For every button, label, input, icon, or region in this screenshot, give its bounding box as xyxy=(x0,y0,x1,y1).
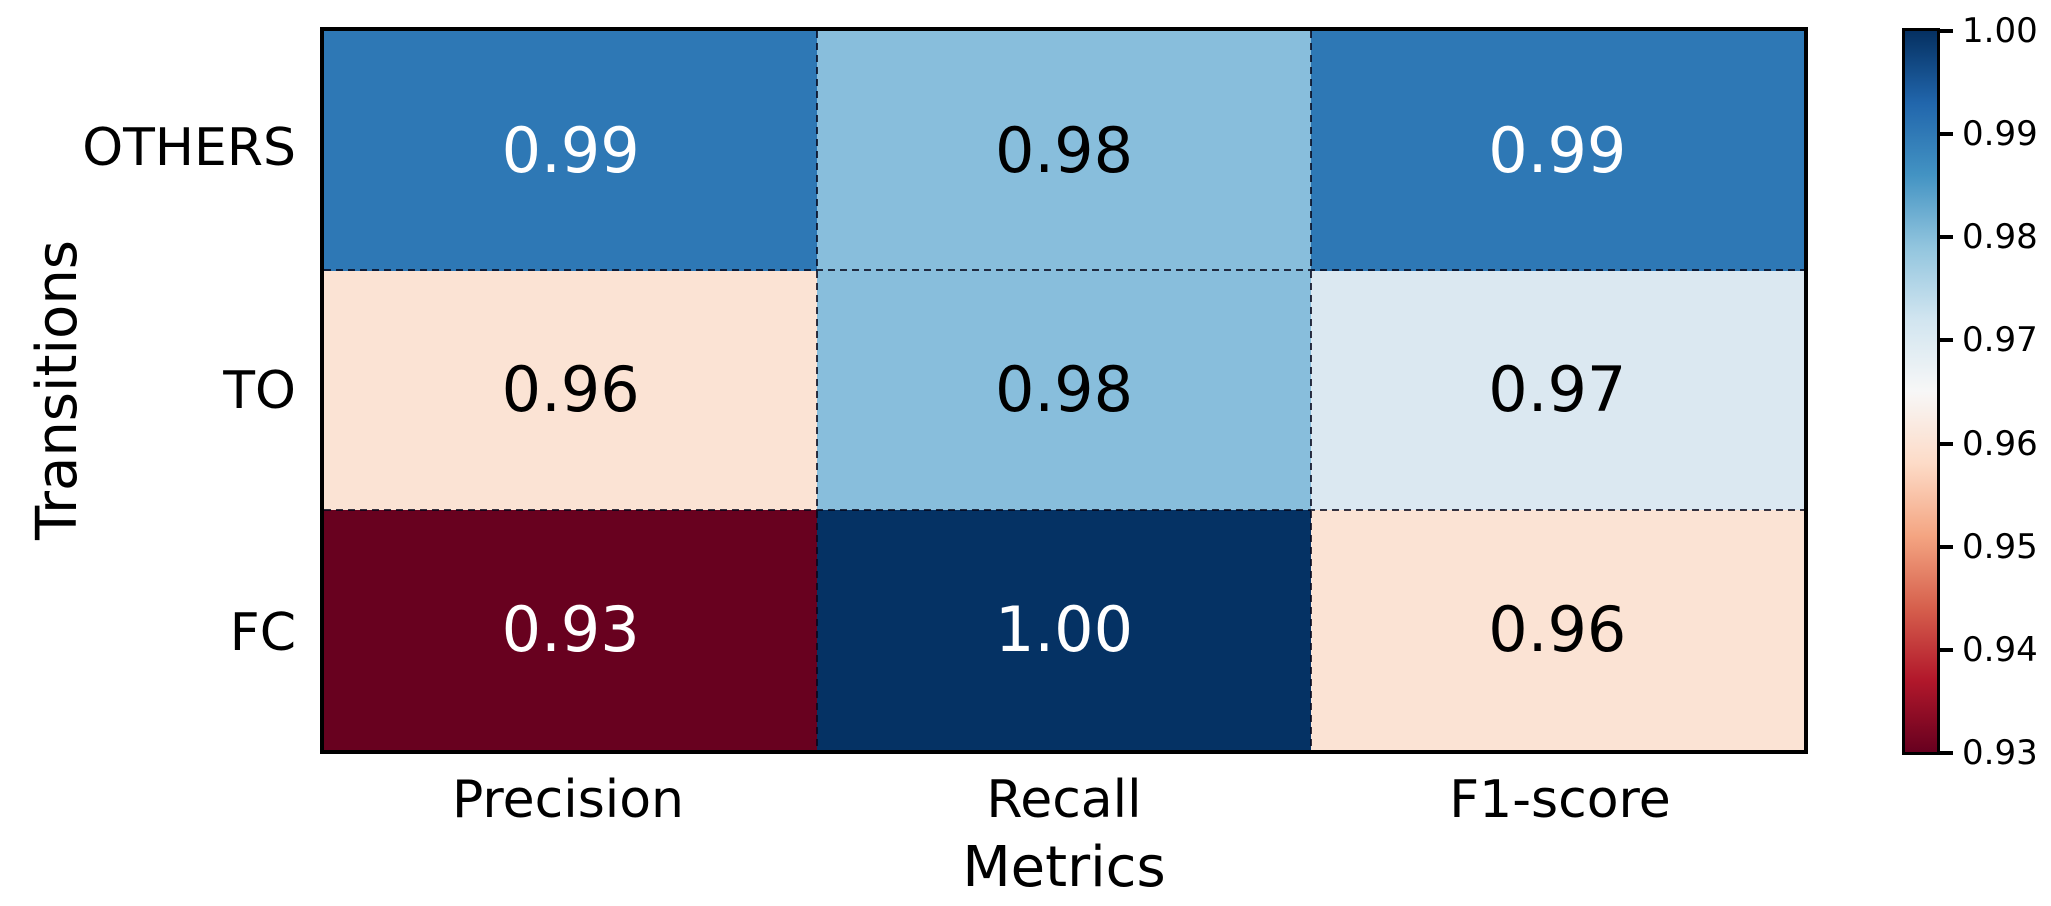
cell-value: 0.98 xyxy=(994,113,1134,187)
colorbar-tick-label: 0.94 xyxy=(1962,630,2038,670)
y-tick-fc: FC xyxy=(229,603,296,663)
heatmap-grid: 0.99 0.98 0.99 0.96 0.98 0.97 0.93 1.00 … xyxy=(324,31,1804,750)
colorbar xyxy=(1902,28,1940,755)
cell-value: 0.93 xyxy=(501,593,640,667)
cell-value: 0.99 xyxy=(501,113,640,187)
cell-value: 0.99 xyxy=(1488,113,1627,187)
heatmap-cell-to-recall: 0.98 xyxy=(817,270,1311,511)
colorbar-tick-label: 0.93 xyxy=(1962,733,2038,773)
heatmap-cell-fc-f1: 0.96 xyxy=(1310,510,1804,750)
colorbar-tick-mark xyxy=(1939,132,1953,136)
y-tick-others: OTHERS xyxy=(82,118,296,178)
heatmap-cell-others-recall: 0.98 xyxy=(817,31,1311,271)
heatmap-cell-fc-precision: 0.93 xyxy=(324,510,818,750)
heatmap-cell-fc-recall: 1.00 xyxy=(817,510,1311,750)
colorbar-tick-label: 1.00 xyxy=(1962,11,2038,51)
colorbar-tick-label: 0.95 xyxy=(1962,527,2038,567)
cell-value: 0.96 xyxy=(1488,593,1627,667)
colorbar-tick-label: 0.96 xyxy=(1962,424,2038,464)
cell-value: 0.96 xyxy=(501,353,640,427)
heatmap-cell-to-precision: 0.96 xyxy=(324,270,818,511)
colorbar-tick-mark xyxy=(1939,29,1953,33)
colorbar-tick-label: 0.97 xyxy=(1962,320,2038,360)
heatmap-plot-area: 0.99 0.98 0.99 0.96 0.98 0.97 0.93 1.00 … xyxy=(320,27,1808,754)
colorbar-tick-label: 0.98 xyxy=(1962,217,2038,257)
heatmap-cell-to-f1: 0.97 xyxy=(1310,270,1804,511)
y-tick-to: TO xyxy=(223,361,296,421)
x-tick-recall: Recall xyxy=(986,770,1142,830)
cell-value: 1.00 xyxy=(994,593,1134,667)
x-axis-label: Metrics xyxy=(962,835,1166,900)
colorbar-tick-mark xyxy=(1939,235,1953,239)
colorbar-tick-mark xyxy=(1939,338,1953,342)
heatmap-cell-others-precision: 0.99 xyxy=(324,31,818,271)
colorbar-tick-mark xyxy=(1939,545,1953,549)
colorbar-tick-mark xyxy=(1939,442,1953,446)
cell-value: 0.97 xyxy=(1488,353,1627,427)
colorbar-tick-mark xyxy=(1939,648,1953,652)
x-tick-precision: Precision xyxy=(451,770,685,830)
heatmap-cell-others-f1: 0.99 xyxy=(1310,31,1804,271)
colorbar-tick-label: 0.99 xyxy=(1962,114,2038,154)
cell-value: 0.98 xyxy=(994,353,1134,427)
colorbar-tick-mark xyxy=(1939,751,1953,755)
x-tick-f1-score: F1-score xyxy=(1449,770,1671,830)
